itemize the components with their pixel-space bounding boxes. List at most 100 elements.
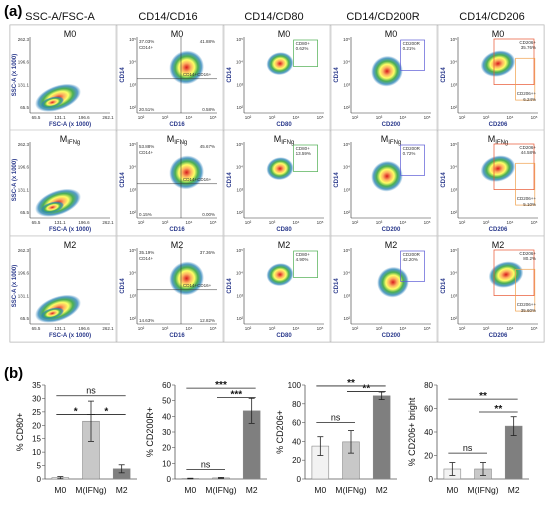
x-axis-label: FSC-A (x 1000): [49, 122, 91, 128]
cd80-gate: [293, 144, 318, 172]
density-cloud: [40, 96, 65, 109]
flow-subplot: MIFNg10²10²10³10³10⁴10⁴10⁵10⁵CD16CD1453.…: [116, 129, 224, 237]
quadrant-value: 35.19%: [139, 250, 154, 255]
subplot-frame: [437, 129, 545, 237]
x-tick-label: 65.5: [32, 326, 41, 331]
y-tick-label: 10⁵: [450, 142, 457, 147]
y-tick-label: 196.6: [18, 60, 30, 65]
quadrant-value: 37.36%: [200, 250, 215, 255]
quadrant-value: 12.82%: [200, 318, 215, 323]
gate-label: CD200R: [403, 252, 421, 257]
x-axis-label: CD200: [382, 122, 401, 128]
subplot-title: M2: [64, 240, 77, 250]
x-tick-label: 10⁴: [400, 326, 407, 331]
category-label: M2: [376, 485, 388, 495]
x-tick-label: 10⁵: [317, 220, 324, 225]
y-axis-label: CD14: [334, 67, 340, 83]
category-label: M0: [54, 485, 66, 495]
y-tick-label: 10⁴: [450, 165, 457, 170]
bar-chart: 0 20 40 60 80 % CD206+ bright M0 M(IFNg) M2 ns ** *…: [407, 381, 529, 495]
significance-label: **: [494, 404, 502, 415]
x-tick-label: 10⁴: [507, 220, 514, 225]
y-tick-label: 60: [424, 405, 433, 414]
x-tick-label: 65.5: [32, 220, 41, 225]
x-tick-label: 10²: [459, 115, 466, 120]
y-tick-label: 10⁴: [343, 271, 350, 276]
y-tick-label: 65.5: [20, 105, 29, 110]
category-label: M0: [314, 485, 326, 495]
significance-label: ***: [230, 390, 242, 401]
density-cloud: [169, 50, 204, 85]
subplot-frame: [223, 129, 331, 237]
cd200r-gate: [400, 144, 425, 176]
subplot-frame: [9, 24, 117, 132]
y-tick-label: 10²: [236, 105, 243, 110]
y-tick-label: 262.3: [18, 142, 30, 147]
x-tick-label: 131.1: [54, 220, 66, 225]
x-axis-label: CD206: [489, 333, 508, 339]
y-tick-label: 80: [292, 400, 301, 409]
x-tick-label: 10⁵: [317, 115, 324, 120]
gate-value: 4.90%: [296, 257, 309, 262]
y-tick-label: 0: [429, 475, 434, 484]
density-cloud: [266, 263, 294, 287]
x-axis-label: CD16: [169, 122, 185, 128]
bar-chart: 0 10 20 30 40 50 60 % CD200R+ M0 M(IFNg) M2 ns *****…: [145, 380, 267, 495]
y-tick-label: 10⁵: [236, 37, 243, 42]
x-tick-label: 65.5: [32, 115, 41, 120]
x-axis-label: CD200: [382, 333, 401, 339]
quadrant-label: CD14+: [139, 45, 154, 50]
x-axis-label: CD16: [169, 227, 185, 233]
density-cloud: [480, 155, 516, 182]
y-tick-label: 20: [162, 444, 171, 453]
gate-value: 80.2%: [523, 256, 536, 261]
x-axis-label: FSC-A (x 1000): [49, 227, 91, 233]
x-tick-label: 10³: [483, 115, 490, 120]
y-tick-label: 196.6: [18, 271, 30, 276]
x-tick-label: 10⁵: [424, 115, 431, 120]
x-axis-label: FSC-A (x 1000): [49, 333, 91, 339]
x-tick-label: 10⁴: [186, 115, 193, 120]
x-tick-label: 10²: [352, 220, 359, 225]
x-tick-label: 10⁴: [400, 220, 407, 225]
bar: [372, 395, 391, 480]
quadrant-label: CD14+: [139, 150, 154, 155]
x-tick-label: 10³: [376, 326, 383, 331]
x-tick-label: 10³: [162, 115, 169, 120]
y-tick-label: 20: [424, 452, 433, 461]
y-tick-label: 10³: [343, 187, 350, 192]
density-cloud: [480, 50, 516, 77]
y-tick-label: 10⁴: [450, 271, 457, 276]
flow-subplot: M2 65.5 131.1 196.6 262.1 65.5 131.1 196.6 262.3…: [9, 235, 117, 343]
x-tick-label: 10²: [245, 115, 252, 120]
x-axis-label: CD80: [276, 227, 292, 233]
y-tick-label: 10²: [450, 316, 457, 321]
x-tick-label: 10⁵: [210, 115, 217, 120]
x-tick-label: 262.1: [102, 115, 114, 120]
y-tick-label: 30: [32, 394, 41, 403]
subplot-frame: [116, 24, 224, 132]
gate-value: 5.10%: [523, 202, 536, 207]
x-tick-label: 10³: [162, 326, 169, 331]
y-axis-label: SSC-A (x 1000): [12, 265, 18, 307]
y-tick-label: 10³: [450, 187, 457, 192]
gate-value: 42.20%: [403, 257, 418, 262]
x-axis-label: CD206: [489, 122, 508, 128]
x-tick-label: 262.1: [102, 326, 114, 331]
x-tick-label: 10⁴: [186, 326, 193, 331]
flow-subplot: MIFNg10²10²10³10³10⁴10⁴10⁵10⁵CD200CD14CD…: [330, 129, 438, 237]
quadrant-value: 37.03%: [139, 39, 154, 44]
quadrant-value: 41.88%: [200, 39, 215, 44]
x-tick-label: 10⁴: [293, 220, 300, 225]
significance-label: ns: [331, 413, 341, 423]
y-tick-label: 65.5: [20, 316, 29, 321]
y-tick-label: 60: [292, 419, 301, 428]
y-tick-label: 0: [37, 475, 42, 484]
y-tick-label: 10⁴: [129, 60, 136, 65]
y-tick-label: 196.6: [18, 165, 30, 170]
y-axis-label: CD14: [334, 278, 340, 294]
quadrant-label: CD14+CD16+: [183, 283, 212, 288]
y-axis-label: % CD206+: [275, 410, 285, 454]
flow-column-headings: SSC-A/FSC-A CD14/CD16 CD14/CD80 CD14/CD2…: [25, 11, 525, 23]
